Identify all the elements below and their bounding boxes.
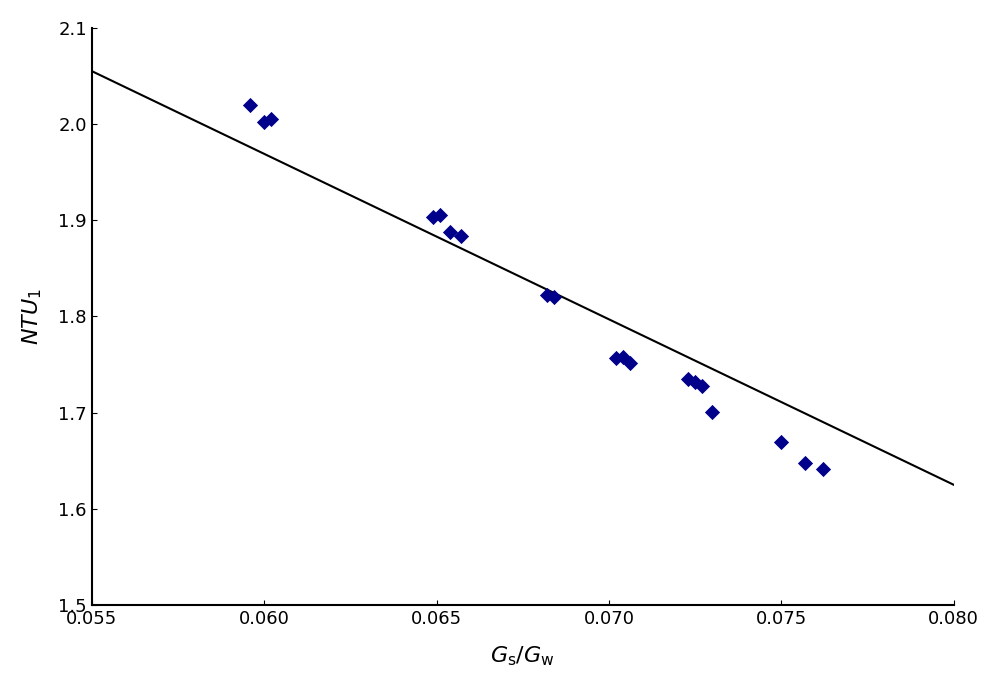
Point (256, 116, 272, 127)
Point (797, 457, 813, 468)
Point (242, 99, 258, 110)
Point (687, 376, 703, 387)
Point (425, 212, 441, 223)
Point (680, 373, 696, 384)
Point (622, 357, 638, 368)
Point (815, 464, 831, 475)
Point (263, 114, 279, 125)
Point (546, 291, 562, 302)
Y-axis label: $NTU_{1}$: $NTU_{1}$ (21, 288, 44, 345)
Point (608, 352, 624, 363)
Point (453, 230, 469, 241)
Point (539, 290, 555, 301)
Point (704, 406, 720, 417)
Point (442, 226, 458, 237)
Point (694, 380, 710, 391)
X-axis label: $G_{\rm s}/G_{\rm w}$: $G_{\rm s}/G_{\rm w}$ (490, 645, 555, 668)
Point (432, 210, 448, 221)
Point (773, 437, 789, 448)
Point (615, 351, 631, 362)
